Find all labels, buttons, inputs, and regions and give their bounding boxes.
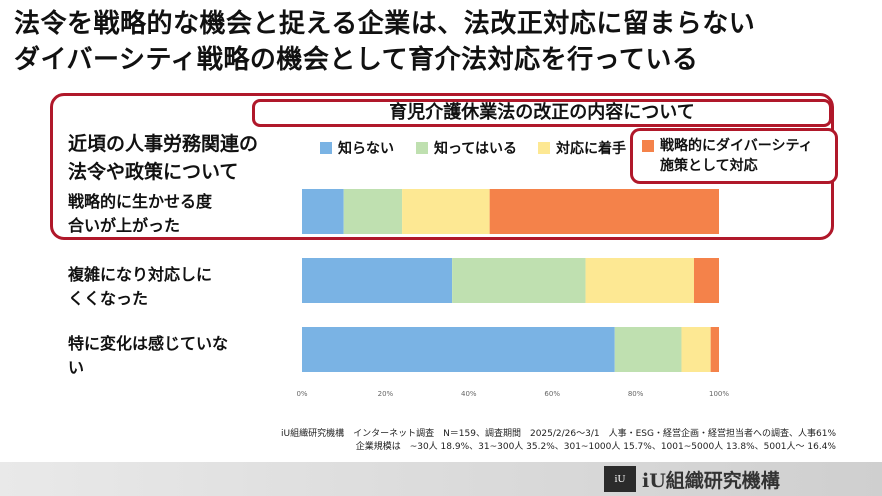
- legend-swatch-started: [538, 142, 550, 154]
- x-axis-ticks: 0% 20% 40% 60% 80% 100%: [296, 390, 729, 398]
- bar-segment-2-2: [681, 327, 711, 372]
- legend-swatch-known: [416, 142, 428, 154]
- category-label-0-line-1: 戦略的に生かせる度: [68, 192, 213, 211]
- x-tick-label-1: 20%: [378, 390, 394, 398]
- bar-segment-0-0: [302, 189, 344, 234]
- bar-segment-1-2: [585, 258, 694, 303]
- legend-label-started: 対応に着手: [556, 141, 626, 157]
- x-tick-label-0: 0%: [296, 390, 307, 398]
- category-label-more-complex: 複雑になり対応しに くくなった: [68, 263, 288, 311]
- bar-segment-1-3: [693, 258, 719, 303]
- x-tick-label-4: 80%: [628, 390, 644, 398]
- survey-question-line-2: 法令や政策について: [68, 161, 239, 183]
- bar-segment-2-3: [710, 327, 719, 372]
- survey-question-line-1: 近頃の人事労務関連の: [68, 133, 259, 155]
- category-label-strategic-opportunity: 戦略的に生かせる度 合いが上がった: [68, 190, 288, 238]
- brand-name: iU組織研究機構: [642, 469, 780, 492]
- brand: iU iU組織研究機構: [604, 466, 780, 492]
- highlight-box-legend: [630, 128, 838, 184]
- brand-logo: iU: [604, 466, 636, 492]
- bar-segment-1-0: [302, 258, 453, 303]
- legend-swatch-strategic: [642, 140, 654, 152]
- category-label-0-line-2: 合いが上がった: [68, 216, 181, 235]
- category-label-1-line-2: くくなった: [68, 289, 149, 308]
- headline: 法令を戦略的な機会と捉える企業は、法改正対応に留まらない ダイバーシティ戦略の機…: [14, 6, 874, 78]
- footer-band: [0, 462, 882, 496]
- x-tick-label-2: 40%: [461, 390, 477, 398]
- x-tick-label-3: 60%: [544, 390, 560, 398]
- legend-label-strategic-line-2: 施策として対応: [660, 158, 758, 174]
- legend-item-known: 知ってはいる: [416, 138, 517, 158]
- bar-segment-0-3: [489, 189, 719, 234]
- category-label-2-line-1: 特に変化は感じていな: [68, 334, 229, 353]
- legend-item-started: 対応に着手: [538, 138, 626, 158]
- bar-segment-0-2: [402, 189, 490, 234]
- bar-segment-1-1: [452, 258, 586, 303]
- headline-line-1: 法令を戦略的な機会と捉える企業は、法改正対応に留まらない: [14, 9, 756, 39]
- survey-question: 近頃の人事労務関連の 法令や政策について: [68, 130, 288, 186]
- legend-label-unknown: 知らない: [338, 141, 394, 157]
- footnote-survey: iU組織研究機構 インターネット調査 N＝159、調査期間 2025/2/26～…: [280, 429, 836, 439]
- bar-segment-0-1: [343, 189, 403, 234]
- footnote-company-size: 企業規模は ~30人 18.9%、31~300人 35.2%、301~1000人…: [355, 442, 836, 452]
- category-label-no-change: 特に変化は感じていな い: [68, 332, 288, 380]
- legend-label-strategic-line-1: 戦略的にダイバーシティ: [660, 138, 813, 154]
- legend-swatch-unknown: [320, 142, 332, 154]
- bar-segment-2-0: [302, 327, 615, 372]
- x-tick-label-5: 100%: [709, 390, 729, 398]
- legend-item-unknown: 知らない: [320, 138, 394, 158]
- category-label-2-line-2: い: [68, 358, 85, 377]
- legend-label-known: 知ってはいる: [434, 141, 518, 157]
- bar-group: [302, 189, 719, 372]
- bar-segment-2-1: [614, 327, 682, 372]
- category-label-1-line-1: 複雑になり対応しに: [68, 265, 213, 284]
- chart-subtitle: 育児介護休業法の改正の内容について: [252, 99, 832, 127]
- headline-line-2: ダイバーシティ戦略の機会として育介法対応を行っている: [14, 45, 699, 75]
